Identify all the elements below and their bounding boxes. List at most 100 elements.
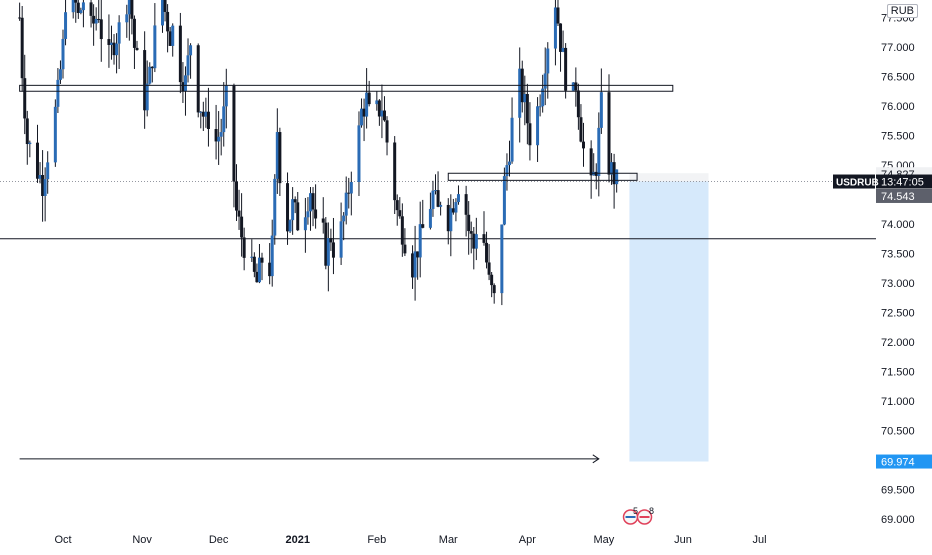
event-count-b: 8 (649, 506, 654, 516)
candle (418, 201, 422, 278)
target-zone (629, 181, 709, 462)
candle (428, 192, 432, 230)
candle (579, 104, 583, 143)
event-flag-stripe (639, 516, 650, 518)
candle (61, 29, 65, 79)
candle (449, 194, 453, 257)
candle-body (571, 82, 575, 91)
candle-body (431, 190, 435, 209)
candle-body (485, 242, 489, 263)
price-label-bg (876, 188, 932, 203)
y-tick-label: 72.000 (881, 337, 915, 349)
candle-body (553, 7, 557, 49)
candle-body (171, 25, 175, 46)
candle (349, 171, 353, 216)
candle (41, 150, 45, 222)
candle (204, 97, 208, 128)
candle-body (561, 47, 565, 52)
candle-body (528, 123, 532, 146)
candle (541, 74, 545, 113)
candle (296, 192, 300, 232)
candle-body (357, 125, 361, 182)
candle (293, 196, 297, 214)
candle-body (273, 178, 277, 236)
candle-body (411, 253, 415, 278)
candle (398, 197, 402, 219)
candle-body (18, 17, 22, 19)
candle (196, 43, 200, 118)
candle-body (597, 127, 601, 176)
candle-body (23, 78, 27, 119)
candle (168, 26, 172, 46)
candle-body (117, 22, 121, 44)
candle (380, 84, 384, 139)
candle (592, 153, 596, 176)
arrow-head (592, 454, 600, 464)
candle-body (252, 256, 256, 272)
candle (321, 197, 325, 234)
candle (201, 101, 205, 131)
candle (536, 97, 540, 162)
candle-body (107, 39, 111, 45)
candle (219, 118, 223, 156)
candle-body (487, 262, 491, 275)
candle (523, 75, 527, 126)
candle-body (482, 234, 486, 243)
candle-body (403, 244, 407, 254)
candle-body (434, 190, 438, 192)
candle (107, 14, 111, 68)
candle-body (163, 0, 167, 12)
currency-badge[interactable]: RUB (886, 4, 918, 18)
candle (610, 153, 614, 185)
candle-body (288, 220, 292, 232)
x-tick-label: Jul (753, 534, 767, 546)
candle-body (145, 83, 149, 111)
y-tick-label: 75.500 (881, 131, 915, 143)
candle-body (579, 117, 583, 142)
candle-body (74, 0, 78, 3)
candle-body (326, 238, 330, 266)
candle-body (536, 106, 540, 146)
candle (326, 222, 330, 292)
candle (25, 110, 29, 165)
candle-body (286, 183, 290, 232)
candle (135, 40, 139, 51)
candle-body (331, 242, 335, 258)
candle (342, 212, 346, 241)
candle-body (456, 194, 460, 203)
symbol-tag: USDRUB (833, 174, 879, 189)
candle-body (43, 179, 47, 196)
candle-body (214, 129, 218, 142)
x-tick-label: Mar (439, 534, 458, 546)
candle (482, 211, 486, 246)
candle (393, 136, 397, 214)
candle (273, 174, 277, 245)
candle-body (135, 47, 139, 51)
candle (115, 33, 119, 74)
candle-body (615, 169, 619, 185)
x-tick-label: 2021 (285, 534, 309, 546)
candle (561, 30, 565, 53)
candle-body (349, 181, 353, 194)
candle (395, 194, 399, 226)
candle-body (518, 68, 522, 118)
candle (597, 112, 601, 197)
y-tick-label: 73.500 (881, 249, 915, 261)
candle-body (344, 192, 348, 216)
candle-body (76, 2, 80, 13)
candle-body (199, 111, 203, 113)
candle-body (610, 162, 614, 175)
candle (487, 244, 491, 281)
candle (189, 43, 193, 79)
candle-body (329, 238, 333, 243)
candle (339, 202, 343, 265)
candle (571, 82, 575, 92)
candle (574, 67, 578, 107)
candle-body (89, 2, 93, 16)
candle (492, 283, 496, 304)
candle-body (439, 204, 443, 207)
candle-body (150, 66, 154, 69)
candle (411, 245, 415, 289)
